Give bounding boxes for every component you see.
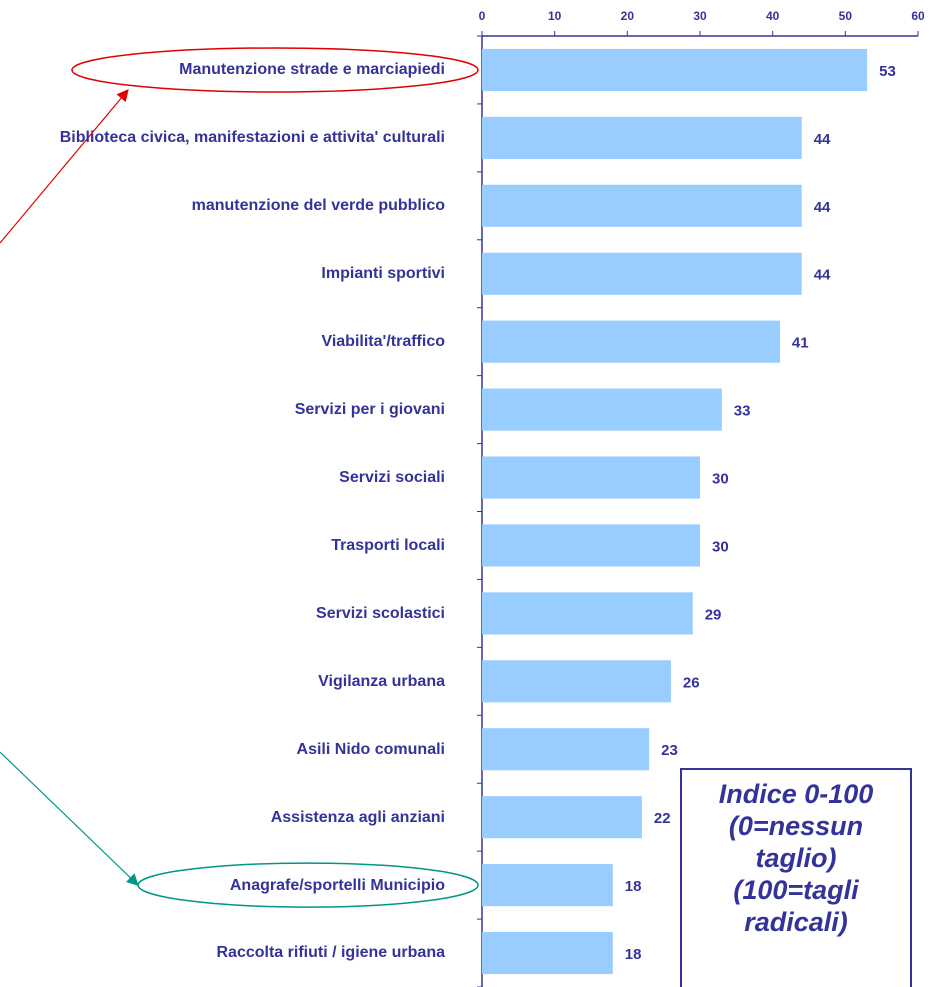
highlight-ellipse — [71, 47, 479, 93]
bar — [482, 931, 613, 975]
value-label: 23 — [661, 742, 678, 759]
bar — [482, 116, 802, 159]
value-label: 30 — [712, 538, 729, 555]
category-label: Impianti sportivi — [321, 265, 445, 283]
arrow — [0, 89, 129, 244]
value-label: 44 — [814, 199, 831, 216]
bar — [482, 252, 802, 295]
category-label-box: Biblioteca civica, manifestazioni e atti… — [60, 104, 463, 172]
bar — [482, 864, 613, 907]
value-label: 53 — [879, 63, 896, 80]
category-label-box: Servizi scolastici — [316, 579, 463, 647]
bar — [482, 456, 700, 499]
category-label: Biblioteca civica, manifestazioni e atti… — [59, 129, 445, 147]
category-label: Servizi scolastici — [316, 604, 445, 622]
value-label: 30 — [712, 471, 729, 488]
x-tick-label: 60 — [911, 9, 925, 23]
bar — [482, 524, 700, 567]
bar — [482, 320, 780, 363]
x-tick-label: 50 — [839, 9, 853, 23]
bar — [482, 728, 650, 771]
value-label: 44 — [814, 131, 831, 148]
value-label: 26 — [683, 674, 700, 691]
category-label: Trasporti locali — [331, 536, 445, 554]
category-label-box: Raccolta rifiuti / igiene urbana — [217, 919, 464, 987]
value-label: 18 — [625, 946, 642, 963]
category-label: Raccolta rifiuti / igiene urbana — [216, 944, 446, 962]
value-label: 41 — [792, 335, 809, 352]
category-label-box: Impianti sportivi — [321, 240, 463, 308]
value-label: 18 — [625, 878, 642, 895]
annotation-line: (0=nessun — [728, 811, 864, 841]
annotation-box: Indice 0-100 (0=nessun taglio) (100=tagli ra… — [680, 768, 912, 987]
category-label: Servizi sociali — [339, 468, 445, 486]
bar — [482, 796, 642, 839]
bar — [482, 184, 802, 227]
category-label: manutenzione del verde pubblico — [191, 197, 445, 215]
category-label: Anagrafe/sportelli Municipio — [229, 876, 445, 894]
annotation-line: Indice 0-100 — [718, 779, 874, 809]
annotation-line: taglio) — [755, 843, 837, 873]
category-label: Manutenzione strade e marciapiedi — [179, 61, 445, 79]
value-label: 44 — [814, 267, 831, 284]
value-label: 22 — [654, 810, 671, 827]
category-label: Vigilanza urbana — [318, 672, 445, 690]
bar — [482, 660, 671, 703]
bar — [482, 592, 693, 635]
category-label-box: Anagrafe/sportelli Municipio — [230, 851, 463, 919]
x-tick-label: 40 — [766, 9, 780, 23]
bar — [482, 48, 868, 92]
category-label: Viabilita'/traffico — [321, 333, 445, 351]
category-label-box: Manutenzione strade e marciapiedi — [179, 36, 463, 104]
category-label-box: Trasporti locali — [331, 512, 463, 580]
arrow — [0, 751, 139, 886]
value-label: 29 — [705, 606, 722, 623]
annotation-line: (100=tagli — [733, 875, 859, 905]
x-tick-label: 0 — [479, 9, 486, 23]
bar — [482, 388, 722, 431]
annotation-line: radicali) — [744, 907, 848, 937]
category-label-box: Assistenza agli anziani — [271, 783, 463, 851]
category-label-box: Viabilita'/traffico — [321, 308, 463, 376]
category-label-box: Vigilanza urbana — [318, 647, 463, 715]
category-label: Assistenza agli anziani — [270, 808, 445, 826]
category-label: Asili Nido comunali — [296, 740, 445, 758]
x-tick-label: 20 — [621, 9, 635, 23]
category-label-box: Asili Nido comunali — [297, 715, 463, 783]
category-label-box: Servizi sociali — [339, 444, 463, 512]
category-label-box: manutenzione del verde pubblico — [192, 172, 463, 240]
value-label: 33 — [734, 403, 751, 420]
category-label: Servizi per i giovani — [294, 401, 445, 418]
category-label-box: Servizi per i giovani — [295, 376, 463, 444]
x-tick-label: 10 — [548, 9, 562, 23]
x-tick-label: 30 — [693, 9, 707, 23]
